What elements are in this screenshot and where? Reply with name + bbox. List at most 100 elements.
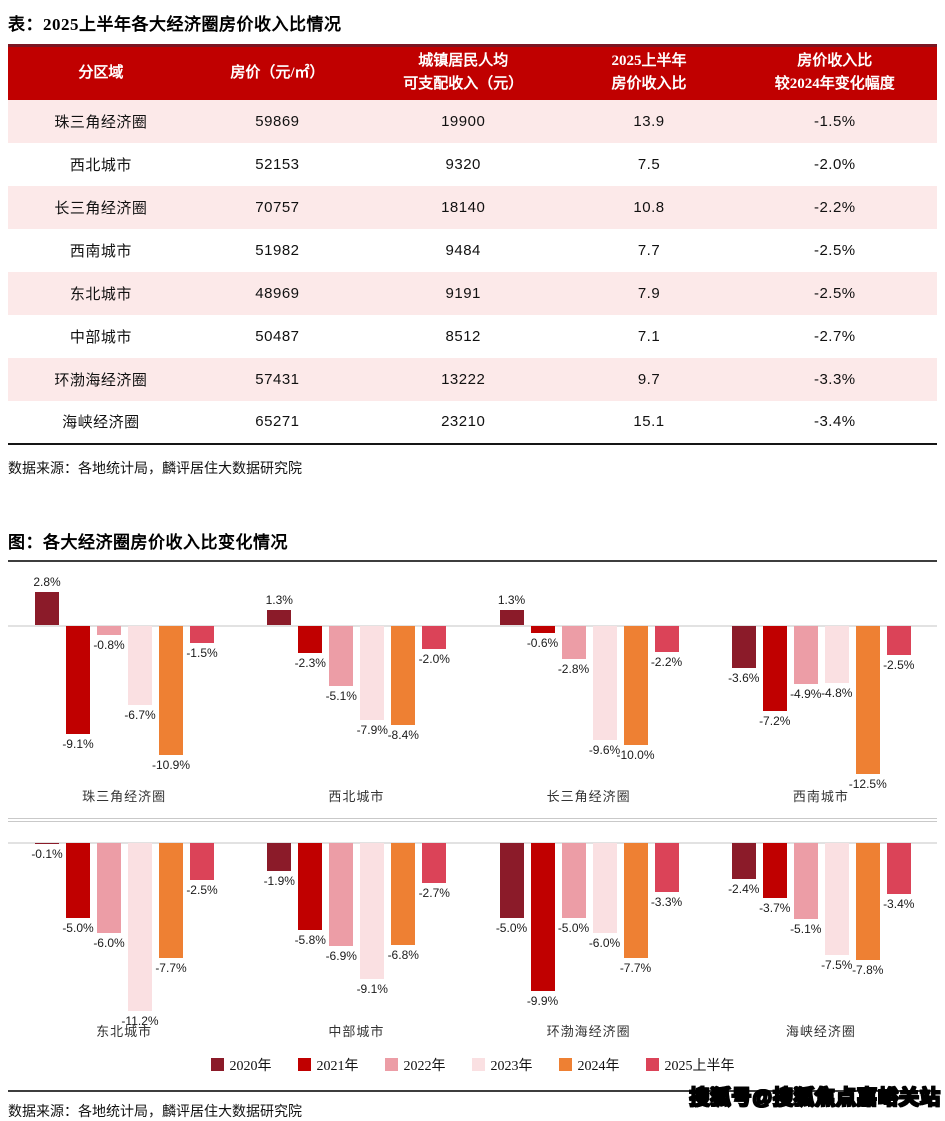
table-cell: -3.3% <box>813 370 856 388</box>
table-cell: 57431 <box>255 370 300 388</box>
bar-value-label: -9.9% <box>526 994 559 1008</box>
bar-value-label: -5.0% <box>557 920 590 935</box>
legend-label: 2023年 <box>490 1058 533 1074</box>
bar-value-label: -6.8% <box>387 947 419 962</box>
table-cell: 东北城市 <box>69 286 132 303</box>
bar-2024年 <box>623 625 648 745</box>
watermark: 搜狐号@搜狐焦点嘉峪关站 <box>688 1086 941 1110</box>
bar-2021年 <box>298 625 323 653</box>
chart-panel-bottom: -0.1% -5.0% -6.0% -11.2% -7.7% -2.5% 东北城市 -1.9%… <box>8 834 937 1042</box>
table-column-header: 2025上半年 房价收入比 <box>565 45 733 100</box>
legend-swatch-icon <box>297 1058 311 1071</box>
group-label: 东北城市 <box>96 1023 153 1039</box>
table-cell: -2.2% <box>813 198 856 216</box>
table-cell: 13.9 <box>633 112 665 130</box>
bar-value-label: -5.0% <box>495 920 528 935</box>
bar-2025上半年 <box>422 842 447 883</box>
bar-value-label: -11.2% <box>121 1013 159 1028</box>
table-column-header: 房价收入比 较2024年变化幅度 <box>732 45 937 100</box>
table-cell: -2.5% <box>813 284 856 302</box>
bar-2023年 <box>128 625 152 706</box>
footer-divider <box>8 1089 937 1092</box>
bar-2022年 <box>793 842 818 919</box>
bar-2021年 <box>66 625 90 734</box>
bar-2023年 <box>360 625 385 720</box>
bar-2025上半年 <box>654 625 679 652</box>
bar-2025上半年 <box>422 625 447 650</box>
bar-value-label: -8.4% <box>387 728 419 743</box>
bar-2024年 <box>391 842 416 945</box>
bar-2021年 <box>762 625 787 712</box>
bar-value-label: -3.6% <box>728 671 760 686</box>
legend-swatch-icon <box>384 1058 398 1071</box>
bar-2024年 <box>623 842 648 958</box>
chart-group-珠三角经济圈: 2.8% -9.1% -0.8% -6.7% -10.9% -1.5% 珠三角经济圈 <box>8 562 240 807</box>
legend-swatch-icon <box>558 1058 572 1071</box>
bar-2023年 <box>592 842 617 933</box>
bar-2022年 <box>329 625 354 687</box>
bar-value-label: -2.5% <box>186 883 218 897</box>
bar-2023年 <box>592 625 617 740</box>
bar-2020年 <box>35 842 59 844</box>
table-cell: 长三角经济圈 <box>54 200 148 217</box>
legend-label: 2025上半年 <box>664 1058 735 1074</box>
bar-value-label: -2.3% <box>294 655 326 670</box>
table-cell: -1.5% <box>813 112 856 130</box>
chart-group-海峡经济圈: -2.4% -3.7% -5.1% -7.5% -7.8% -3.4% 海峡经济圈 <box>705 834 937 1042</box>
table-header-row: 分区域 房价（元/㎡） 城镇居民人均 可支配收入（元） 2025上半年 房价收入比 房价… <box>8 45 937 100</box>
bar-value-label: 2.8% <box>33 575 61 590</box>
bar-2021年 <box>530 625 555 633</box>
bar-2023年 <box>824 842 849 955</box>
bar-2021年 <box>66 842 90 918</box>
bar-value-label: -7.8% <box>852 962 884 977</box>
bar-2024年 <box>159 625 183 756</box>
table-cell: 中部城市 <box>69 329 132 346</box>
chart-legend: 2020年 2021年 2022年 2023年 2024年 2025上半年 <box>8 1055 937 1075</box>
bar-value-label: -7.7% <box>619 961 652 975</box>
bar-value-label: -9.1% <box>62 736 94 751</box>
bar-2025上半年 <box>190 842 214 880</box>
bar-2020年 <box>499 610 524 626</box>
bar-2021年 <box>298 842 323 930</box>
bar-2022年 <box>561 625 586 659</box>
legend-label: 2020年 <box>229 1058 272 1074</box>
chart-rows-divider <box>8 817 937 822</box>
bar-2024年 <box>855 842 880 960</box>
table-cell: 7.9 <box>637 284 661 302</box>
group-label: 长三角经济圈 <box>546 788 631 804</box>
table-cell: 9484 <box>445 241 481 259</box>
bar-2020年 <box>35 592 59 626</box>
bar-value-label: -2.7% <box>418 886 450 900</box>
bar-value-label: -2.2% <box>650 654 683 669</box>
table-header: 分区域 房价（元/㎡） 城镇居民人均 可支配收入（元） 2025上半年 房价收入比 房价… <box>8 45 937 100</box>
table-cell: 10.8 <box>633 198 665 216</box>
table-cell: 23210 <box>441 413 486 430</box>
bar-value-label: -2.4% <box>728 881 760 896</box>
group-label: 海峡经济圈 <box>785 1023 856 1039</box>
table-cell: 环渤海经济圈 <box>54 372 148 389</box>
legend-item: 2022年 <box>384 1055 446 1075</box>
table-cell: 8512 <box>445 327 481 345</box>
bar-value-label: -6.0% <box>588 935 621 950</box>
bar-value-label: -6.9% <box>325 949 357 963</box>
table-cell: 西南城市 <box>69 243 132 260</box>
table-row: 西北城市 52153 9320 7.5 -2.0% <box>8 142 937 186</box>
chart-group-西北城市: 1.3% -2.3% -5.1% -7.9% -8.4% -2.0% 西北城市 <box>240 562 472 807</box>
bar-2020年 <box>499 842 524 918</box>
chart-group-西南城市: -3.6% -7.2% -4.9% -4.8% -12.5% -2.5% 西南城市 <box>705 562 937 807</box>
bar-value-label: -0.8% <box>93 638 125 653</box>
table-cell: 70757 <box>255 198 300 216</box>
table-row: 中部城市 50487 8512 7.1 -2.7% <box>8 314 937 358</box>
bar-value-label: -7.7% <box>155 961 187 975</box>
bar-2025上半年 <box>190 625 214 644</box>
legend-item: 2021年 <box>297 1055 359 1075</box>
table-column-header: 分区域 <box>8 45 194 100</box>
chart-group-环渤海经济圈: -5.0% -9.9% -5.0% -6.0% -7.7% -3.3% 环渤海经济圈 <box>473 834 705 1042</box>
table-cell: 7.7 <box>637 241 661 259</box>
chart-panel-top: 2.8% -9.1% -0.8% -6.7% -10.9% -1.5% 珠三角经济圈 1.3%… <box>8 562 937 807</box>
table-column-header: 房价（元/㎡） <box>193 45 362 100</box>
table-cell: 18140 <box>441 198 486 216</box>
table-cell: -3.4% <box>813 413 856 430</box>
bar-value-label: -0.1% <box>31 847 63 861</box>
